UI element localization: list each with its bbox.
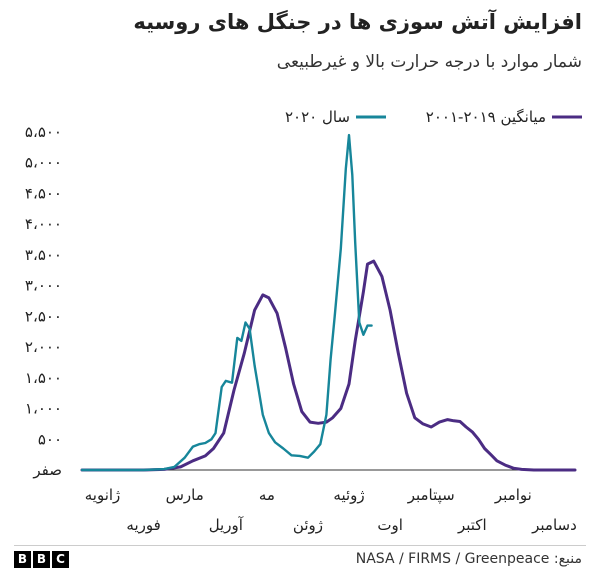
x-tick-label: آوریل	[209, 516, 244, 534]
legend-label: میانگین ۲۰۱۹-۲۰۰۱	[426, 108, 546, 126]
x-tick-label: اکتبر	[457, 516, 487, 534]
y-tick-label: صفر	[32, 461, 62, 479]
line-chart: میانگین ۲۰۱۹-۲۰۰۱ سال ۲۰۲۰ صفر ۵۰۰ ۱،۰۰۰ ۱،۵…	[25, 108, 582, 534]
x-tick-label: دسامبر	[531, 516, 577, 534]
y-tick-label: ۵،۰۰۰	[25, 154, 62, 172]
source-credit: منبع: NASA / FIRMS / Greenpeace	[355, 551, 582, 567]
x-axis: ژانویه فوریه مارس آوریل مه ژوئن ژوئیه اوتسپتامب…	[82, 469, 577, 534]
series-line-average	[80, 259, 577, 472]
x-tick-label: نوامبر	[494, 486, 532, 504]
legend-label: سال ۲۰۲۰	[285, 108, 350, 126]
legend: میانگین ۲۰۱۹-۲۰۰۱ سال ۲۰۲۰	[285, 108, 582, 126]
chart-subtitle: شمار موارد با درجه حرارت بالا و غیرطبیعی	[276, 52, 582, 72]
y-axis: صفر ۵۰۰ ۱،۰۰۰ ۱،۵۰۰ ۲،۰۰۰ ۲،۵۰۰ ۳،۰۰۰ ۳،۵۰۰ ۴،۰۰…	[25, 123, 62, 479]
footer-divider	[14, 545, 586, 546]
y-tick-label: ۳،۰۰۰	[25, 277, 62, 295]
logo-letter-b2: B	[33, 551, 50, 568]
y-tick-label: ۱،۵۰۰	[25, 369, 62, 387]
y-tick-label: ۵۰۰	[38, 430, 62, 448]
x-tick-label: مارس	[166, 486, 204, 504]
x-tick-label: مه	[259, 486, 275, 504]
bbc-logo: B B C	[14, 551, 69, 568]
chart-title: افزایش آتش سوزی ها در جنگل های روسیه	[133, 10, 582, 34]
x-tick-label: سپتامبر	[407, 486, 455, 505]
legend-item-2020: سال ۲۰۲۰	[285, 108, 386, 126]
y-tick-label: ۱،۰۰۰	[25, 400, 62, 418]
y-tick-label: ۴،۵۰۰	[25, 184, 62, 202]
x-tick-label: ژوئن	[293, 516, 323, 534]
logo-letter-c: C	[52, 551, 69, 568]
series-line-2020	[80, 133, 373, 472]
series-lines	[80, 133, 577, 472]
logo-letter-b1: B	[14, 551, 31, 568]
y-tick-label: ۳،۵۰۰	[25, 246, 62, 264]
legend-item-average: میانگین ۲۰۱۹-۲۰۰۱	[426, 108, 582, 126]
x-tick-label: ژانویه	[85, 486, 121, 504]
y-tick-label: ۲،۵۰۰	[25, 307, 62, 325]
y-tick-label: ۴،۰۰۰	[25, 215, 62, 233]
x-tick-label: اوت	[377, 516, 403, 534]
y-tick-label: ۲،۰۰۰	[25, 338, 62, 356]
y-tick-label: ۵،۵۰۰	[25, 123, 62, 141]
x-tick-label: ژوئیه	[333, 486, 364, 504]
x-tick-label: فوریه	[126, 516, 160, 534]
